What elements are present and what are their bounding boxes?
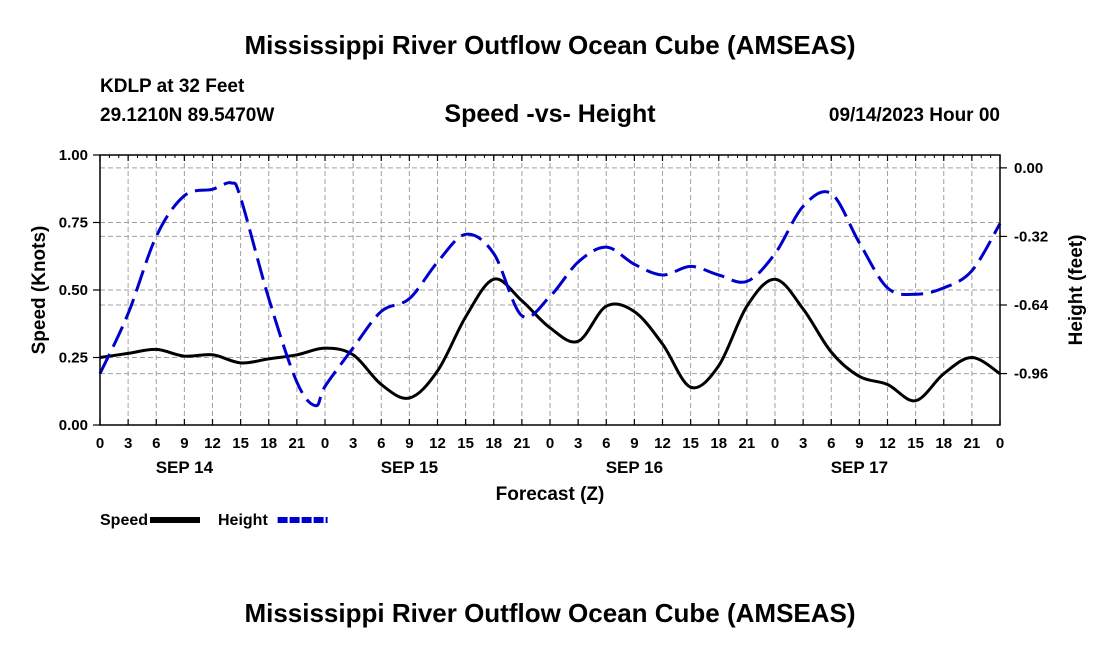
grid [100, 155, 1000, 425]
x-tick-label: 3 [124, 435, 132, 452]
x-tick-label: 21 [514, 435, 531, 452]
x-tick-label: 18 [710, 435, 727, 452]
day-label: SEP 15 [381, 458, 438, 477]
x-tick-label: 6 [602, 435, 610, 452]
station-label: KDLP at 32 Feet [100, 76, 245, 97]
left-y-tick-label: 1.00 [59, 147, 88, 164]
x-tick-label: 3 [574, 435, 582, 452]
x-tick-label: 12 [204, 435, 221, 452]
x-tick-label: 15 [232, 435, 249, 452]
legend-label-height: Height [218, 512, 268, 529]
left-y-tick-label: 0.75 [59, 215, 88, 232]
main-title: Mississippi River Outflow Ocean Cube (AM… [244, 30, 856, 60]
x-axis-label: Forecast (Z) [496, 484, 605, 505]
right-y-tick-label: -0.32 [1014, 228, 1048, 245]
left-y-tick-label: 0.50 [59, 282, 88, 299]
x-tick-label: 15 [457, 435, 474, 452]
x-tick-label: 9 [855, 435, 863, 452]
chart-title: Speed -vs- Height [444, 100, 656, 128]
day-label: SEP 17 [831, 458, 888, 477]
right-y-axis-label: Height (feet) [1066, 235, 1087, 346]
series-layer [98, 181, 1002, 408]
left-y-tick-label: 0.00 [59, 417, 88, 434]
legend: Speed Height [100, 512, 328, 529]
x-tick-label: 18 [935, 435, 952, 452]
legend-label-speed: Speed [100, 512, 148, 529]
axes: 0 3 6 9 12 15 18 21 0 3 6 9 12 15 18 21 0 3 6 9 12 15 18 21 0 3 6 9… [29, 147, 1087, 505]
x-tick-label: 9 [630, 435, 638, 452]
x-tick-label: 6 [377, 435, 385, 452]
right-y-tick-label: 0.00 [1014, 160, 1043, 177]
left-y-axis-label: Speed (Knots) [29, 226, 50, 355]
x-tick-label: 21 [739, 435, 756, 452]
day-label: SEP 14 [156, 458, 214, 477]
speed-series-line [99, 277, 1001, 403]
x-tick-label: 0 [321, 435, 329, 452]
x-tick-label: 9 [180, 435, 188, 452]
repeat-title: Mississippi River Outflow Ocean Cube (AM… [244, 598, 856, 628]
left-y-tick-label: 0.25 [59, 350, 88, 367]
x-tick-label: 12 [654, 435, 671, 452]
day-label: SEP 16 [606, 458, 663, 477]
x-tick-label: 0 [546, 435, 554, 452]
x-tick-label: 12 [429, 435, 446, 452]
coordinates-label: 29.1210N 89.5470W [100, 105, 275, 126]
x-tick-label: 9 [405, 435, 413, 452]
x-tick-label: 3 [799, 435, 807, 452]
x-tick-label: 0 [771, 435, 779, 452]
x-tick-label: 15 [907, 435, 924, 452]
x-tick-label: 18 [485, 435, 502, 452]
height-series-line [98, 181, 1002, 408]
x-tick-label: 3 [349, 435, 357, 452]
x-tick-label: 0 [96, 435, 104, 452]
x-tick-label: 12 [879, 435, 896, 452]
right-y-tick-label: -0.96 [1014, 366, 1048, 383]
x-tick-label: 6 [152, 435, 160, 452]
x-tick-label: 15 [682, 435, 699, 452]
right-y-tick-label: -0.64 [1014, 297, 1049, 314]
x-tick-label: 18 [260, 435, 277, 452]
x-tick-label: 6 [827, 435, 835, 452]
x-tick-label: 21 [964, 435, 981, 452]
x-tick-label: 21 [289, 435, 306, 452]
forecast-datetime: 09/14/2023 Hour 00 [828, 105, 1000, 126]
x-tick-label: 0 [996, 435, 1004, 452]
